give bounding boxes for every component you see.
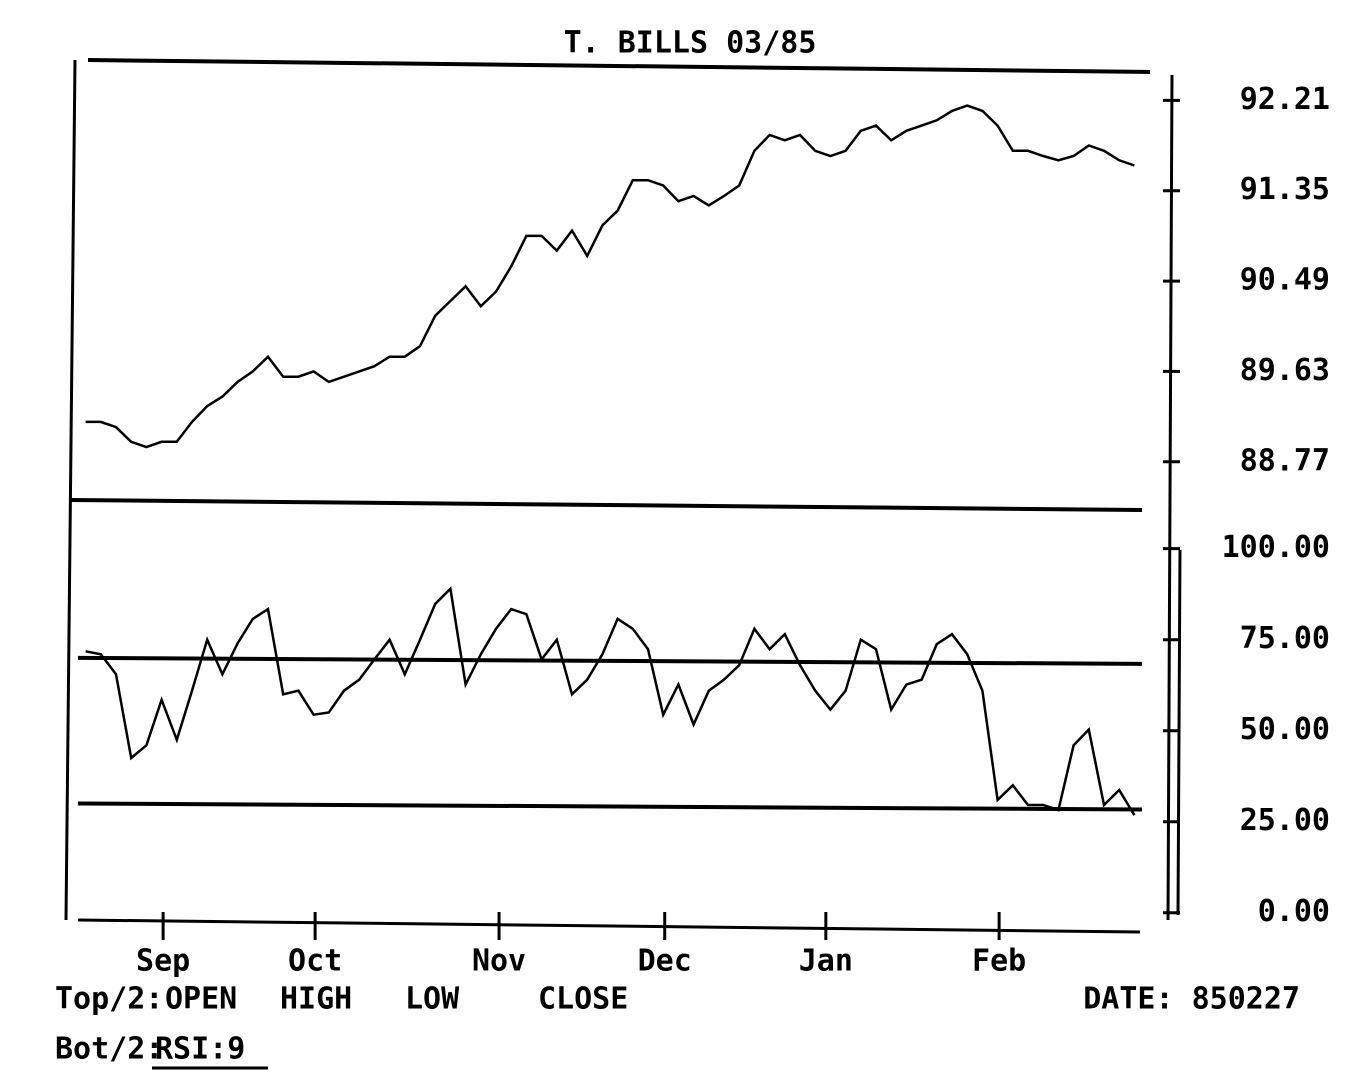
y-tick-label: 88.77 bbox=[1240, 443, 1330, 478]
y-tick-label: 25.00 bbox=[1240, 803, 1330, 838]
x-tick-label: Oct bbox=[288, 944, 342, 979]
y-tick-label: 0.00 bbox=[1258, 894, 1330, 929]
footer-field: CLOSE bbox=[538, 982, 628, 1017]
y-tick-label: 90.49 bbox=[1240, 263, 1330, 298]
x-tick-label: Feb bbox=[972, 944, 1026, 979]
reference-line bbox=[77, 655, 1143, 666]
left-axis bbox=[64, 59, 77, 921]
y-tick-label: 75.00 bbox=[1240, 621, 1330, 656]
data-line bbox=[85, 586, 1136, 816]
reference-line bbox=[77, 801, 1143, 812]
y-tick-label: 92.21 bbox=[1240, 82, 1330, 117]
footer-field: LOW bbox=[405, 982, 460, 1017]
x-tick-label: Nov bbox=[472, 944, 526, 979]
frame-line bbox=[87, 58, 1151, 74]
footer-field: HIGH bbox=[280, 982, 352, 1017]
footer-field: RSI:9 bbox=[155, 1032, 245, 1067]
footer-label: Bot/2: bbox=[55, 1032, 163, 1067]
x-axis bbox=[77, 918, 1141, 934]
footer-field: OPEN bbox=[165, 982, 237, 1017]
y-tick-label: 91.35 bbox=[1240, 172, 1330, 207]
y-tick-label: 89.63 bbox=[1240, 353, 1330, 388]
y-tick-label: 50.00 bbox=[1240, 712, 1330, 747]
chart-title: T. BILLS 03/85 bbox=[564, 26, 817, 61]
x-tick-label: Dec bbox=[638, 944, 692, 979]
right-axis bbox=[1176, 549, 1182, 916]
right-axis bbox=[1166, 74, 1174, 921]
x-tick-label: Jan bbox=[799, 944, 853, 979]
frame-line bbox=[69, 498, 1143, 512]
date-label: DATE: 850227 bbox=[1083, 982, 1300, 1017]
footer-label: Top/2: bbox=[55, 982, 163, 1017]
y-tick-label: 100.00 bbox=[1222, 530, 1330, 565]
data-line bbox=[85, 104, 1135, 449]
x-tick-label: Sep bbox=[136, 944, 190, 979]
